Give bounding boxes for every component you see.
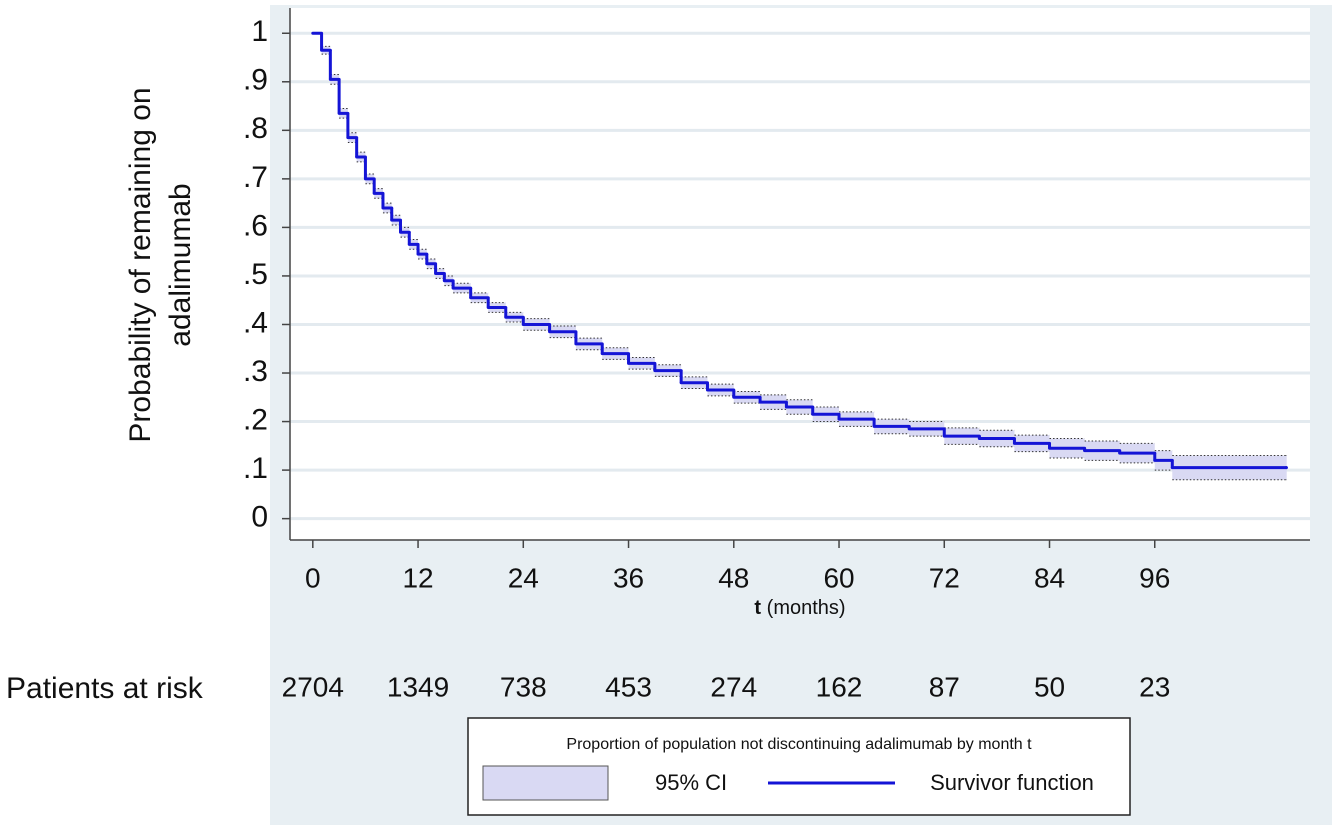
at-risk-value: 738 (500, 671, 547, 702)
x-tick-label: 0 (305, 562, 321, 593)
y-tick-label: .2 (243, 403, 268, 436)
y-tick-label: 0 (251, 501, 268, 534)
at-risk-value: 274 (710, 671, 757, 702)
x-axis-label: t (months) (754, 597, 845, 619)
at-risk-value: 1349 (387, 671, 449, 702)
y-tick-label: .5 (243, 258, 268, 291)
at-risk-value: 2704 (282, 671, 344, 702)
y-tick-label: .1 (243, 452, 268, 485)
legend-label: Survivor function (930, 770, 1094, 795)
x-axis-unit: (months) (767, 597, 846, 619)
at-risk-value: 50 (1034, 671, 1065, 702)
y-tick-label: .7 (243, 161, 268, 194)
y-tick-label: .8 (243, 112, 268, 145)
legend-label: 95% CI (655, 770, 727, 795)
x-tick-label: 84 (1034, 562, 1065, 593)
x-axis-var: t (754, 597, 761, 619)
y-axis-label: adalimumab (164, 183, 197, 346)
x-tick-label: 36 (613, 562, 644, 593)
y-tick-label: .4 (243, 306, 268, 339)
x-tick-label: 12 (402, 562, 433, 593)
at-risk-value: 87 (929, 671, 960, 702)
at-risk-value: 23 (1139, 671, 1170, 702)
legend-swatch-ci (482, 765, 609, 801)
x-tick-label: 24 (508, 562, 539, 593)
y-tick-label: .3 (243, 355, 268, 388)
x-tick-label: 48 (718, 562, 749, 593)
x-tick-label: 60 (823, 562, 854, 593)
y-tick-label: .6 (243, 209, 268, 242)
y-tick-label: .9 (243, 64, 268, 97)
x-tick-label: 72 (929, 562, 960, 593)
at-risk-value: 162 (816, 671, 863, 702)
legend-title: Proportion of population not discontinui… (566, 736, 1032, 753)
y-axis-label: Probability of remaining on (124, 87, 157, 442)
at-risk-label: Patients at risk (6, 672, 204, 705)
x-tick-label: 96 (1139, 562, 1170, 593)
y-tick-label: 1 (251, 15, 268, 48)
at-risk-value: 453 (605, 671, 652, 702)
